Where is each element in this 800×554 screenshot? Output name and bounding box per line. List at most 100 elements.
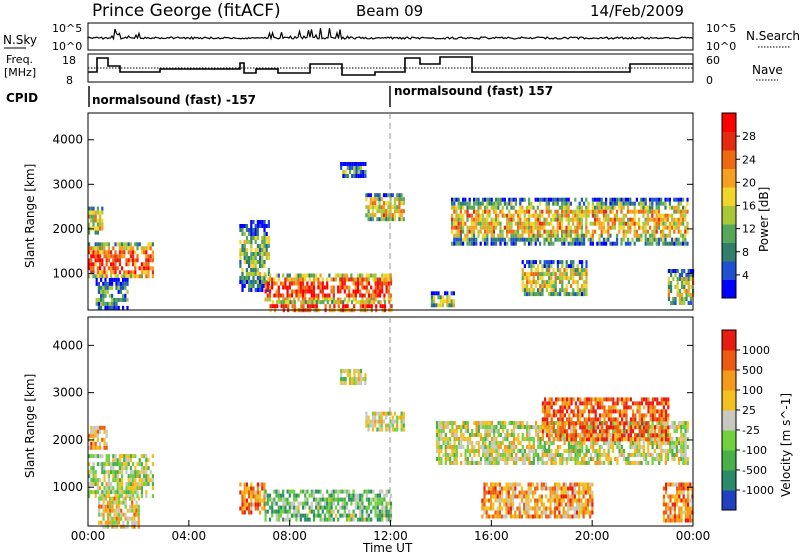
power-cell (539, 197, 542, 202)
power-cell (587, 209, 590, 214)
power-cell (664, 217, 667, 222)
power-cell (102, 285, 105, 290)
power-cell (254, 268, 257, 272)
velocity-cell (400, 427, 403, 432)
velocity-cell (576, 449, 579, 453)
velocity-cell (557, 409, 560, 414)
velocity-cell (629, 405, 632, 410)
power-cell (525, 237, 528, 242)
power-cell (335, 300, 338, 305)
power-cell (435, 303, 438, 308)
velocity-cell (578, 441, 582, 445)
power-cell (339, 281, 342, 286)
velocity-cell (534, 498, 537, 503)
velocity-cell (96, 490, 99, 495)
power-cell (475, 209, 478, 214)
power-colorbar-swatch (722, 150, 736, 169)
power-cell (339, 277, 342, 282)
velocity-cell (568, 433, 571, 438)
power-cell (545, 209, 548, 214)
power-cell (651, 229, 654, 234)
power-cell (100, 289, 103, 294)
velocity-cell (380, 427, 383, 432)
velocity-cell (504, 433, 507, 437)
velocity-cell (92, 441, 95, 446)
power-cell (576, 229, 579, 234)
power-cell (239, 264, 242, 268)
velocity-cell (607, 445, 610, 449)
velocity-cell (640, 421, 643, 426)
power-cell (103, 242, 106, 247)
power-cell (106, 281, 109, 286)
power-cell (664, 197, 667, 202)
velocity-cell (364, 381, 367, 385)
power-cell (111, 301, 114, 306)
power-cell (552, 284, 555, 289)
velocity-cell (277, 493, 280, 498)
power-cell (108, 277, 111, 282)
velocity-cell (297, 505, 300, 510)
power-cell (282, 273, 285, 278)
power-cell (459, 201, 462, 206)
power-cell (685, 289, 688, 293)
power-cell (267, 268, 270, 272)
velocity-cell (651, 405, 654, 410)
velocity-cell (540, 510, 543, 515)
power-cell (254, 248, 257, 252)
power-cell (372, 300, 376, 305)
velocity-cell (512, 461, 516, 465)
velocity-cell (103, 429, 106, 434)
power-cell (326, 285, 329, 290)
velocity-cell (382, 411, 386, 416)
power-cell (594, 197, 597, 202)
power-cell (359, 300, 362, 305)
velocity-cell (609, 445, 612, 449)
velocity-cell (566, 405, 569, 410)
velocity-cell (557, 433, 560, 438)
velocity-cell (354, 513, 357, 518)
power-cell (297, 273, 300, 278)
velocity-cell (107, 454, 110, 459)
velocity-cell (304, 493, 307, 498)
power-cell (252, 252, 255, 256)
velocity-cell (145, 458, 148, 463)
velocity-cell (482, 453, 485, 457)
power-cell (559, 272, 562, 277)
velocity-cell (383, 493, 386, 498)
velocity-cell (337, 493, 340, 498)
velocity-cell (493, 449, 496, 453)
power-cell (259, 248, 262, 252)
power-cell (277, 273, 280, 278)
velocity-cell (532, 453, 535, 457)
power-cell (627, 221, 630, 226)
velocity-cell (526, 425, 529, 429)
power-cell (671, 221, 674, 226)
velocity-cell (88, 486, 91, 491)
power-cell (306, 304, 310, 309)
velocity-cell (584, 490, 587, 495)
power-cell (567, 229, 570, 234)
power-cell (559, 260, 562, 265)
velocity-cell (484, 457, 487, 461)
power-cell (266, 297, 269, 302)
power-cell (263, 248, 266, 252)
velocity-cell (680, 425, 683, 429)
velocity-cell (618, 421, 621, 426)
velocity-cell (660, 397, 663, 402)
velocity-cell (497, 433, 500, 437)
velocity-cell (548, 413, 551, 418)
power-cell (368, 304, 371, 309)
velocity-cell (616, 401, 619, 406)
power-cell (565, 264, 568, 269)
power-cell (501, 233, 504, 238)
velocity-cell (494, 490, 497, 495)
velocity-cell (102, 504, 105, 509)
velocity-cell (541, 445, 544, 449)
power-cell (357, 162, 360, 166)
power-cell (453, 221, 456, 226)
power-cell (340, 162, 343, 166)
power-cell (376, 217, 379, 222)
velocity-cell (501, 498, 504, 503)
velocity-cell (627, 433, 630, 438)
velocity-cell (534, 506, 537, 511)
